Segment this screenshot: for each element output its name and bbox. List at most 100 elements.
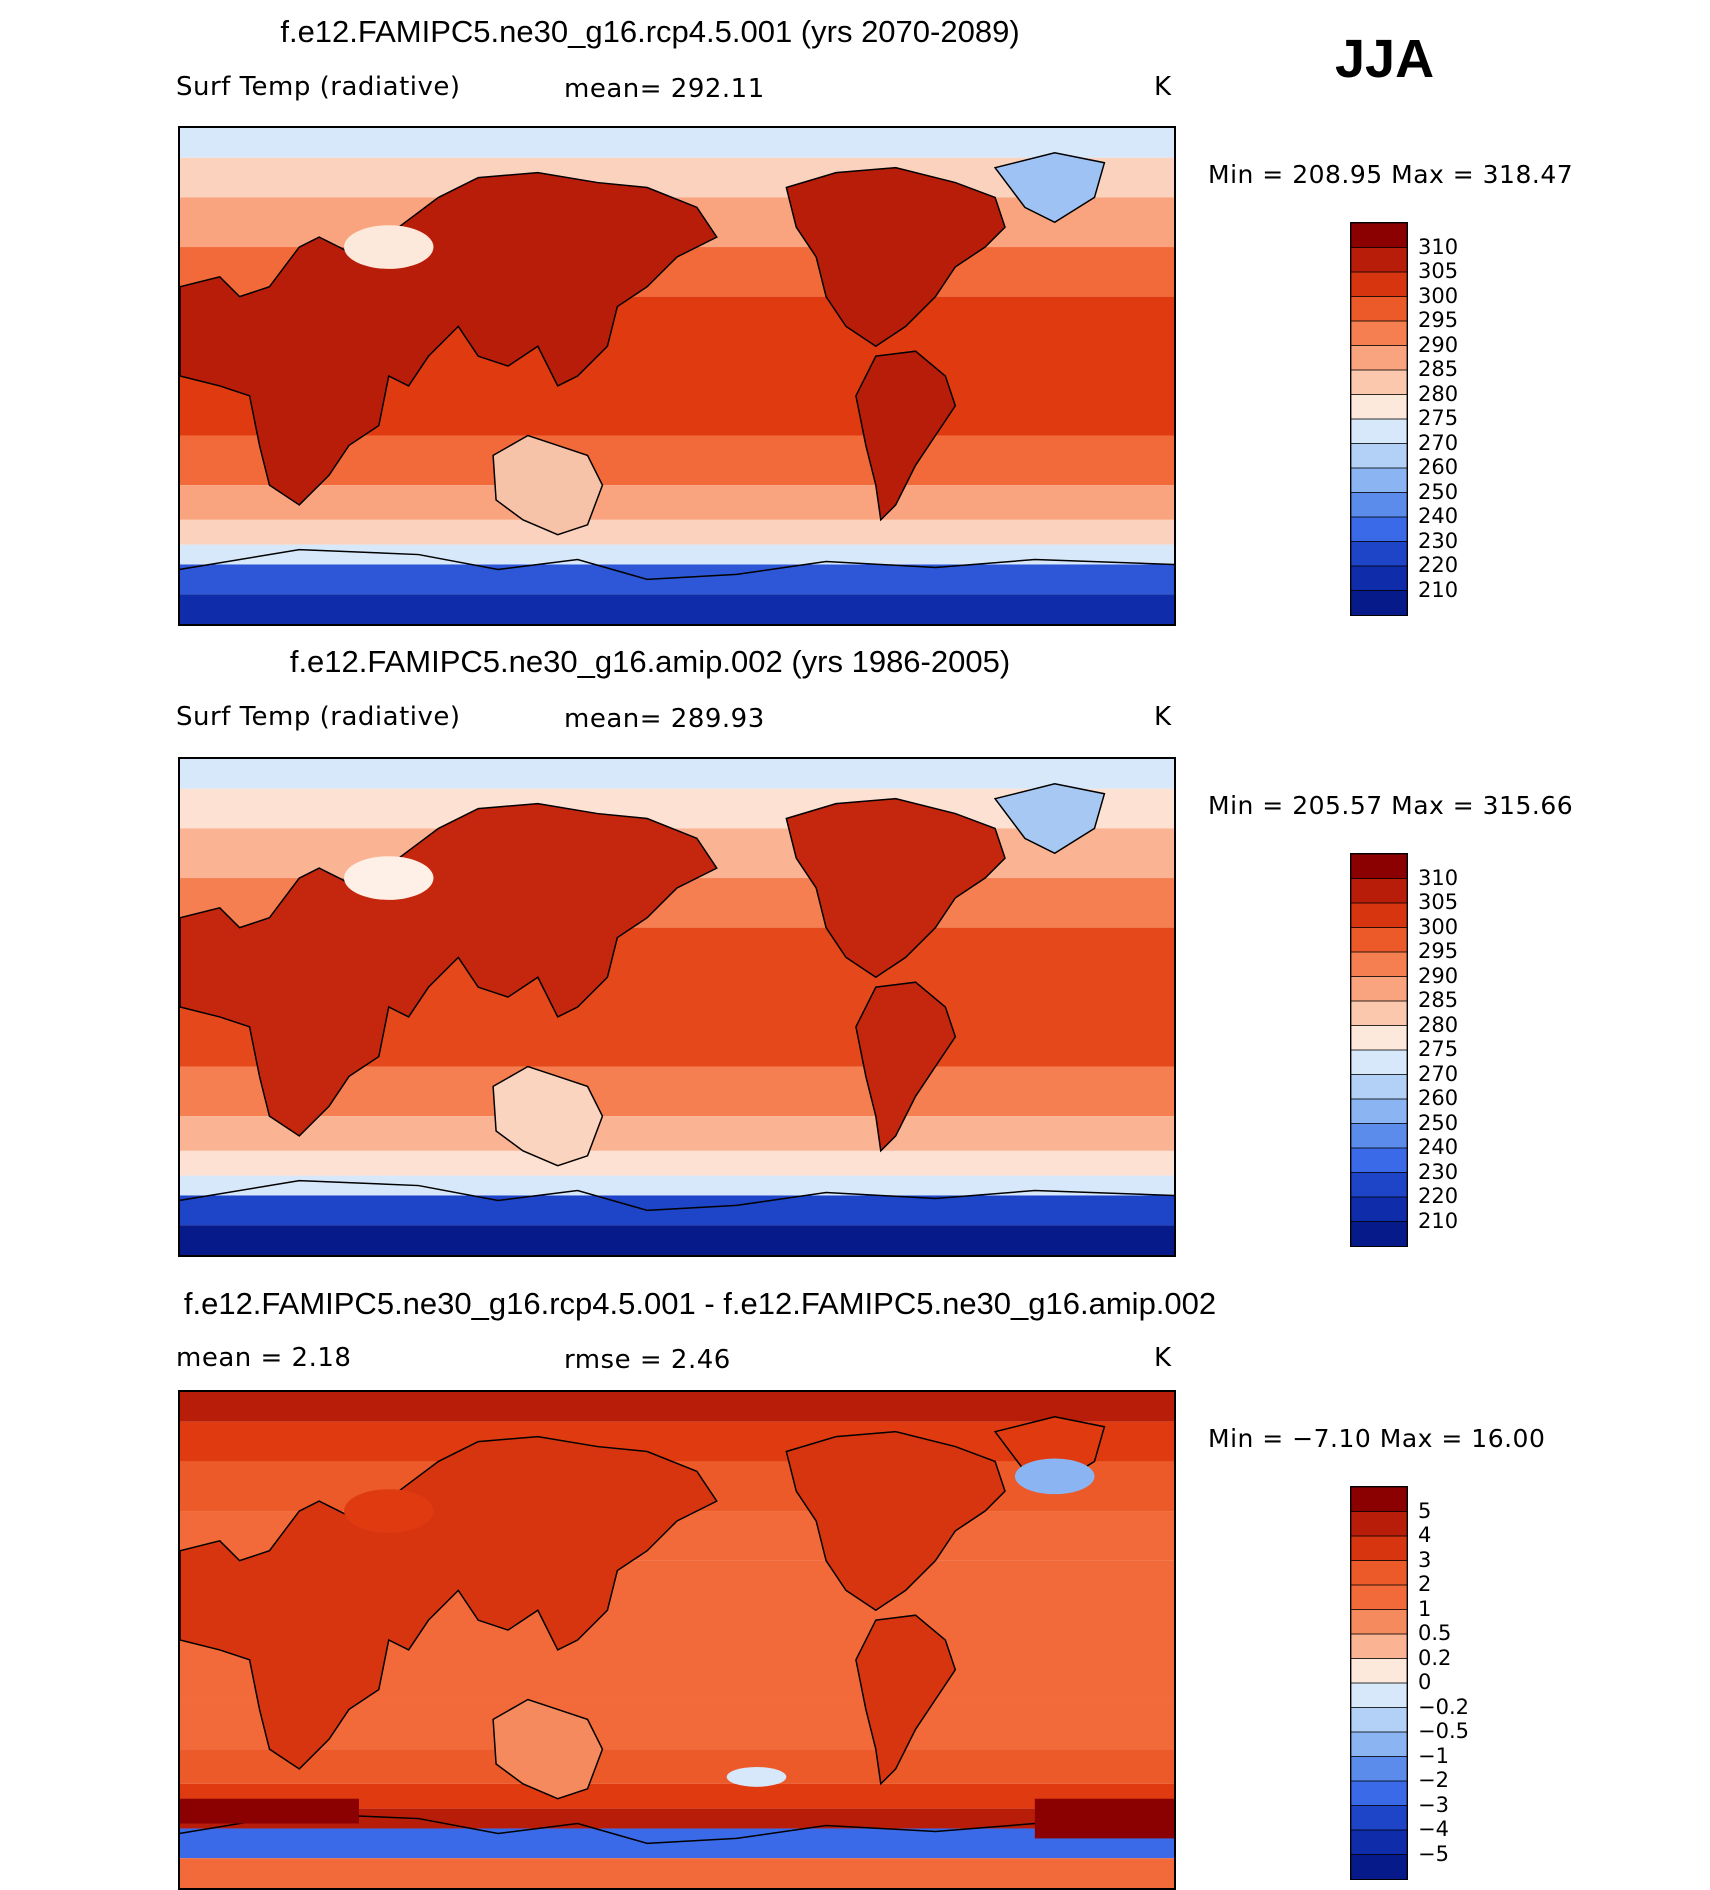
colorbar-swatch — [1351, 902, 1407, 929]
panel-title: f.e12.FAMIPC5.ne30_g16.amip.002 (yrs 198… — [289, 644, 1011, 679]
australia-land — [492, 434, 604, 536]
colorbar-tick-label: 295 — [1418, 308, 1459, 332]
variable-label: mean = 2.18 — [176, 1343, 352, 1373]
lat-band — [180, 759, 1174, 789]
colorbar-swatch — [1351, 247, 1407, 273]
colorbar-tick-label: 240 — [1418, 504, 1459, 528]
north-atlantic-cool-spot — [1014, 1458, 1095, 1495]
lat-band — [180, 485, 1174, 520]
colorbar-tick-label: 310 — [1418, 234, 1459, 259]
colorbar-tick-label: 0 — [1418, 1670, 1432, 1694]
colorbar-swatch — [1351, 345, 1407, 371]
mean-label: mean= 292.11 — [564, 74, 765, 104]
colorbar-swatch — [1351, 1584, 1407, 1611]
greenland-land — [993, 783, 1106, 855]
colorbar-tick-label: −3 — [1418, 1792, 1449, 1817]
variable-label: Surf Temp (radiative) — [176, 72, 461, 102]
colorbar-tick-label: 270 — [1418, 1061, 1459, 1086]
ross-sea-cool-spot — [726, 1766, 787, 1787]
lat-band — [180, 1225, 1174, 1255]
north-america-land — [785, 797, 1006, 979]
temperature-map — [178, 757, 1176, 1257]
colorbar-swatch — [1351, 1000, 1407, 1027]
colorbar-tick-label: −1 — [1418, 1743, 1449, 1768]
lat-band — [180, 1749, 1174, 1784]
colorbar-swatch — [1351, 1609, 1407, 1635]
colorbar-swatch — [1351, 320, 1407, 347]
colorbar-tick-label: 305 — [1418, 259, 1459, 283]
lat-band — [180, 1808, 1174, 1829]
colorbar-swatch — [1351, 854, 1407, 880]
colorbar — [1350, 222, 1408, 616]
colorbar-swatch — [1351, 443, 1407, 469]
lat-band — [180, 1858, 1174, 1888]
units-label: K — [1154, 72, 1172, 102]
tibetan-plateau — [344, 225, 434, 269]
lat-band — [180, 1828, 1174, 1859]
colorbar-swatch — [1351, 1805, 1407, 1831]
colorbar-tick-label: 210 — [1418, 577, 1459, 602]
colorbar-tick-label: 305 — [1418, 890, 1459, 914]
antarctica-coastline — [180, 1179, 1174, 1212]
lat-band — [180, 1150, 1174, 1176]
units-label: K — [1154, 1343, 1172, 1373]
colorbar-swatch — [1351, 1560, 1407, 1586]
antarctica-coastline — [180, 548, 1174, 581]
colorbar-swatch — [1351, 296, 1407, 322]
colorbar-tick-label: 250 — [1418, 1110, 1459, 1135]
colorbar-swatch — [1351, 1098, 1407, 1125]
colorbar-swatch — [1351, 878, 1407, 904]
colorbar-tick-label: 1 — [1418, 1596, 1432, 1621]
colorbar-swatch — [1351, 1829, 1407, 1856]
colorbar-swatch — [1351, 976, 1407, 1002]
colorbar-tick-label: 280 — [1418, 381, 1459, 406]
lat-band — [180, 128, 1174, 158]
colorbar-swatch — [1351, 951, 1407, 978]
colorbar-swatch — [1351, 1756, 1407, 1782]
colorbar-tick-label: 0.5 — [1418, 1621, 1452, 1645]
lat-band — [180, 1195, 1174, 1226]
colorbar-swatch — [1351, 492, 1407, 518]
colorbar-tick-label: 2 — [1418, 1572, 1432, 1596]
colorbar-tick-label: 290 — [1418, 963, 1459, 988]
colorbar-swatch — [1351, 1780, 1407, 1807]
colorbar-swatch — [1351, 1682, 1407, 1709]
units-label: K — [1154, 702, 1172, 732]
south-america-land — [855, 981, 957, 1153]
colorbar-tick-label: −5 — [1418, 1841, 1449, 1866]
min-max-label: Min = 205.57 Max = 315.66 — [1208, 791, 1574, 820]
colorbar-swatch — [1351, 1731, 1407, 1758]
lat-band — [180, 1392, 1174, 1422]
colorbar-swatch — [1351, 1707, 1407, 1733]
colorbar-swatch — [1351, 1147, 1407, 1174]
north-america-land — [785, 166, 1006, 348]
colorbar-tick-label: 275 — [1418, 406, 1459, 430]
colorbar-tick-label: 300 — [1418, 914, 1459, 939]
colorbar — [1350, 1486, 1408, 1880]
australia-land — [492, 1065, 604, 1167]
colorbar-swatch — [1351, 1049, 1407, 1076]
season-label: JJA — [1335, 29, 1435, 89]
panel-title: f.e12.FAMIPC5.ne30_g16.rcp4.5.001 - f.e1… — [183, 1286, 1217, 1321]
weddell-warm-band — [1034, 1798, 1174, 1839]
colorbar-swatch — [1351, 1633, 1407, 1660]
colorbar-tick-label: 210 — [1418, 1208, 1459, 1233]
colorbar-swatch — [1351, 467, 1407, 494]
colorbar-swatch — [1351, 1074, 1407, 1100]
min-max-label: Min = −7.10 Max = 16.00 — [1208, 1424, 1546, 1453]
panel-title: f.e12.FAMIPC5.ne30_g16.rcp4.5.001 (yrs 2… — [280, 14, 1020, 49]
colorbar-tick-label: 220 — [1418, 553, 1459, 577]
colorbar-swatch — [1351, 1172, 1407, 1198]
lat-band — [180, 1116, 1174, 1151]
colorbar-swatch — [1351, 590, 1407, 615]
mean-label: rmse = 2.46 — [564, 1345, 731, 1375]
colorbar-swatch — [1351, 1535, 1407, 1562]
colorbar-swatch — [1351, 369, 1407, 396]
colorbar-tick-label: 285 — [1418, 988, 1459, 1012]
colorbar-tick-label: 5 — [1418, 1498, 1432, 1523]
colorbar-tick-label: 220 — [1418, 1184, 1459, 1208]
temperature-map — [178, 1390, 1176, 1890]
colorbar-tick-label: 230 — [1418, 528, 1459, 553]
colorbar-tick-label: −4 — [1418, 1817, 1449, 1841]
colorbar-tick-label: −2 — [1418, 1768, 1449, 1792]
